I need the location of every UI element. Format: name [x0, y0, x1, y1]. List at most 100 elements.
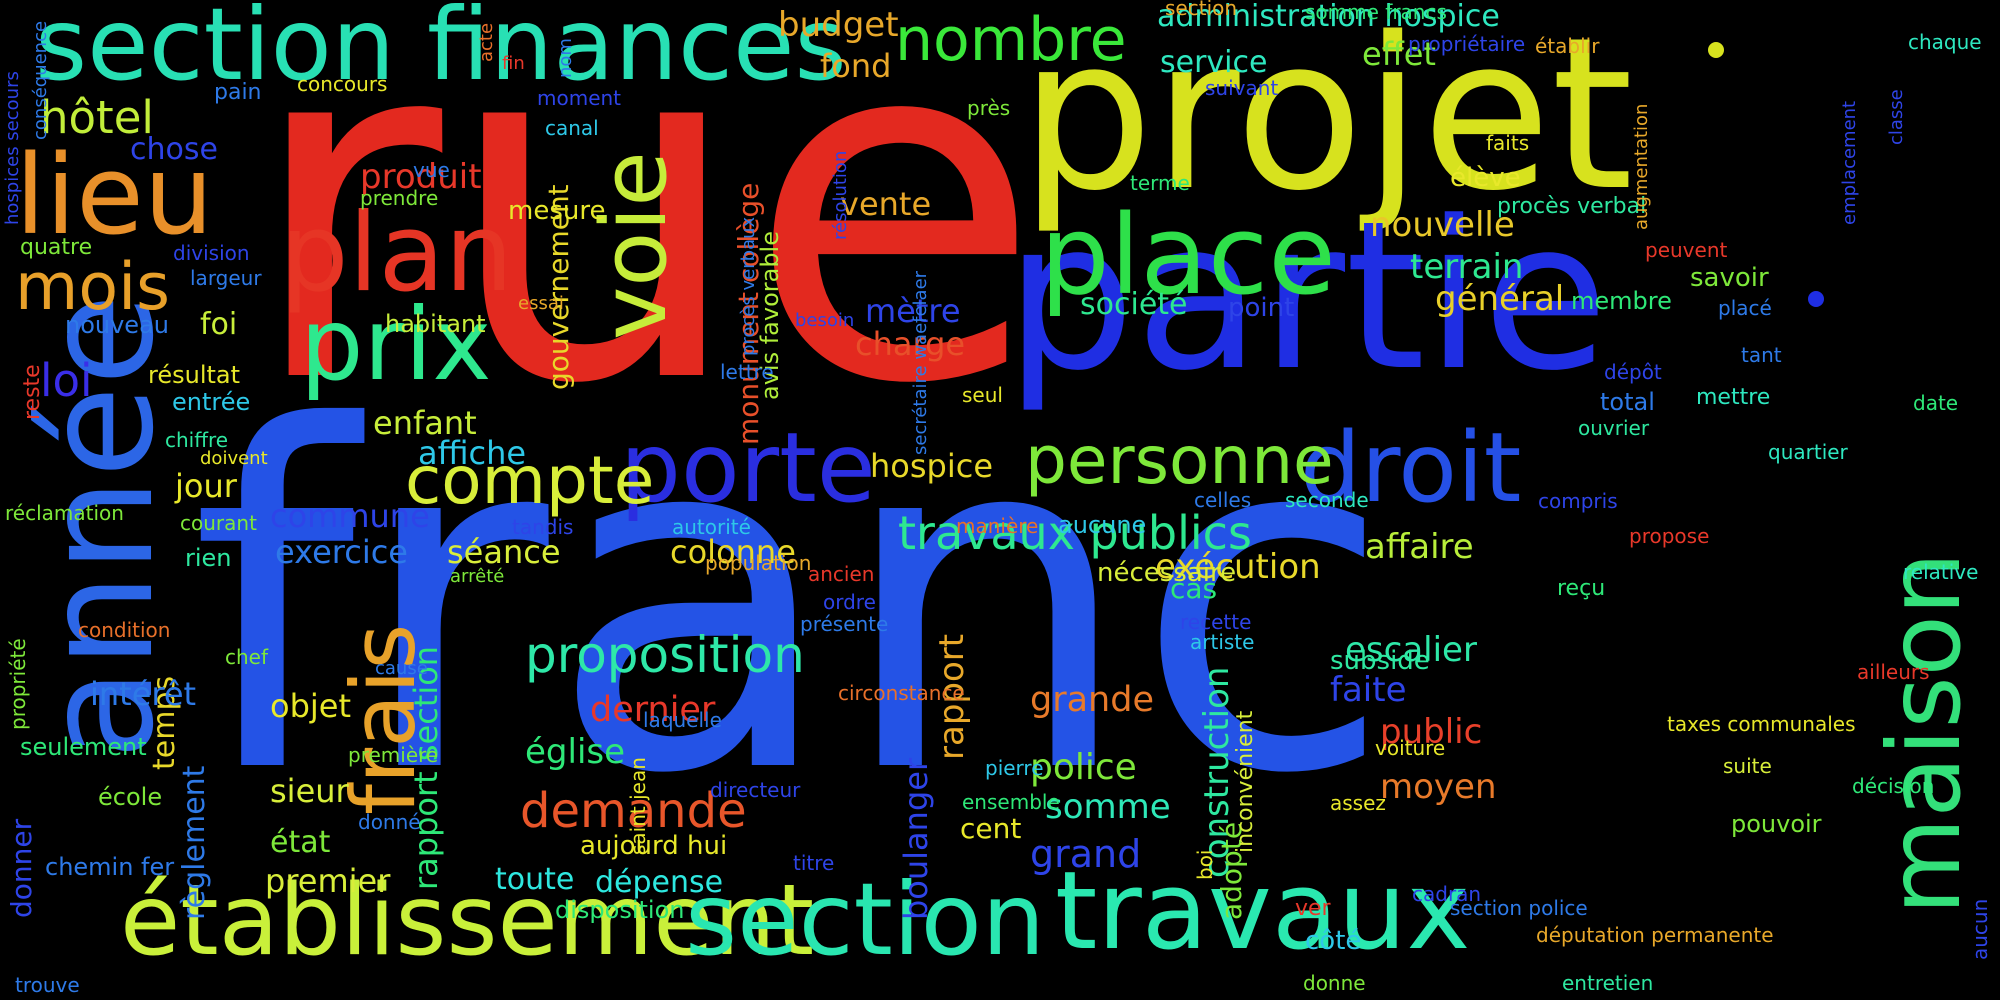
word: besoin [795, 310, 855, 331]
word: dépense [595, 865, 724, 900]
word: pierre [985, 756, 1044, 780]
word: saint jean [626, 757, 650, 855]
word: général [1435, 279, 1565, 319]
word: décision [1852, 774, 1935, 798]
word: propriété [6, 638, 30, 730]
word: demande [520, 783, 747, 839]
word: peuvent [1645, 238, 1728, 262]
word: section police [1450, 896, 1588, 920]
word: mettre [1696, 385, 1771, 410]
word: tandis [512, 515, 574, 539]
word: terme [1130, 171, 1190, 195]
word: canal [545, 116, 599, 140]
word: nombre [895, 5, 1127, 75]
word: exécution [1155, 547, 1321, 587]
word: première [348, 743, 439, 767]
word: seconde [1285, 488, 1369, 512]
word: affaire [1365, 527, 1474, 567]
word: moyen [1380, 767, 1497, 807]
word: rien [185, 544, 232, 572]
word: proposition [525, 626, 805, 684]
word: enfant [373, 404, 477, 442]
word: membre [1571, 287, 1672, 315]
word: sieur [270, 772, 349, 810]
word: premier [265, 862, 391, 900]
word: nouveau [65, 311, 169, 339]
word: assez [1330, 791, 1386, 815]
word: toute [495, 862, 575, 897]
dot-marker [1708, 42, 1724, 58]
dot-marker [1808, 291, 1824, 307]
word: quartier [1768, 440, 1848, 464]
word: arrêté [450, 566, 505, 587]
word: affiche [418, 434, 527, 472]
word: hôtel [40, 91, 154, 144]
word: concours [297, 72, 388, 96]
word: inconvénient [1233, 710, 1258, 853]
word: subside [1330, 646, 1430, 676]
word: section finances [35, 0, 847, 103]
word: compte [405, 442, 655, 519]
word: chose [130, 132, 218, 167]
word: aujourd hui [580, 831, 728, 861]
word: règlement [177, 765, 212, 920]
word: ver [1295, 896, 1331, 921]
word: école [98, 783, 163, 811]
word: recette [1180, 610, 1252, 634]
word: terrain [1410, 247, 1524, 287]
word: rapport section [407, 645, 445, 890]
word: boi [1193, 849, 1217, 881]
word: section [1165, 0, 1238, 20]
word: courant [180, 511, 257, 535]
word: chemin fer [45, 853, 175, 881]
word: église [525, 732, 626, 772]
word: entrée [172, 388, 251, 416]
word: cas [1170, 572, 1218, 605]
word: près [967, 96, 1011, 120]
word: procès verbaux [738, 216, 759, 356]
word: celles [1194, 488, 1252, 512]
word: nom [555, 38, 576, 78]
word: grande [1030, 680, 1154, 720]
word: hospices secours [2, 71, 23, 225]
word: service [1160, 45, 1268, 80]
word: résultat [148, 361, 241, 389]
word: autorité [672, 515, 751, 539]
word: effet [1362, 35, 1436, 73]
word: ancien [808, 562, 875, 586]
word: établissement [120, 864, 815, 978]
word: fin [502, 53, 525, 74]
word: ordre [823, 590, 876, 614]
word: conséquence [30, 20, 51, 140]
word: artiste [1190, 630, 1255, 654]
word: reçu [1557, 576, 1606, 601]
word: lieu [15, 131, 214, 259]
word: hospice [870, 447, 994, 485]
word: seul [962, 383, 1003, 407]
word: circonstance [838, 681, 965, 705]
word: cause [375, 658, 428, 679]
word: intérêt [90, 675, 197, 713]
word: habitant [385, 310, 486, 338]
word: entretien [1562, 971, 1654, 995]
word: directeur [710, 778, 801, 802]
word: réclamation [5, 501, 124, 525]
word: produit [360, 157, 482, 197]
word: plan [280, 191, 514, 316]
word: grand [1030, 832, 1142, 876]
word: colonne [670, 533, 796, 571]
word: côté [1305, 926, 1362, 956]
word: état [270, 825, 331, 860]
word: quatre [20, 235, 93, 260]
word: point [1228, 293, 1295, 323]
word: établir [1535, 34, 1600, 58]
word: titre [793, 851, 835, 875]
word: voiture [1375, 736, 1446, 760]
word: tant [1741, 343, 1782, 367]
word: augmentation [1631, 103, 1652, 230]
word: somme [1045, 787, 1171, 827]
word: exercice [275, 533, 408, 571]
word: mois [15, 250, 171, 325]
word: savoir [1690, 263, 1769, 293]
word: dépôt [1604, 360, 1662, 384]
